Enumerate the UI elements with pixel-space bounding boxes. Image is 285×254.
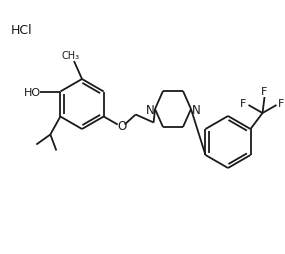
Text: F: F — [240, 99, 247, 108]
Text: F: F — [261, 87, 268, 97]
Text: N: N — [192, 103, 200, 116]
Text: F: F — [278, 99, 285, 108]
Text: HO: HO — [24, 87, 41, 97]
Text: HCl: HCl — [11, 23, 33, 36]
Text: O: O — [117, 120, 126, 133]
Text: N: N — [146, 103, 154, 116]
Text: CH₃: CH₃ — [62, 51, 80, 61]
